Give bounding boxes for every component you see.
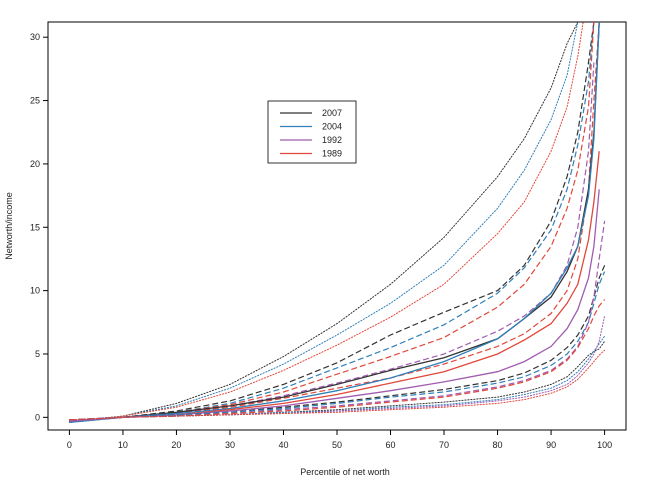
x-tick-label: 60	[386, 440, 396, 450]
x-tick-label: 40	[278, 440, 288, 450]
series-line-17	[68, 340, 606, 421]
series-line-16	[69, 299, 606, 421]
series-line-9	[69, 22, 600, 422]
plot-frame	[47, 21, 627, 431]
legend-label-2007: 2007	[322, 108, 342, 118]
x-axis-title: Percentile of net worth	[300, 467, 390, 477]
legend-box	[267, 100, 357, 164]
series-line-6	[69, 22, 595, 422]
series-line-7	[69, 62, 595, 422]
series-line-8	[69, 22, 600, 422]
series-line-4	[69, 22, 595, 422]
series-line-10	[69, 22, 600, 424]
legend: 2007 2004 1992 1989	[267, 100, 357, 164]
y-tick-label: 10	[30, 286, 40, 296]
series-line-3	[68, 22, 584, 423]
series-line-2	[68, 22, 579, 423]
legend-label-2004: 2004	[322, 122, 342, 132]
series-line-14	[69, 271, 606, 421]
legend-label-1989: 1989	[322, 149, 342, 159]
y-tick-label: 20	[30, 159, 40, 169]
y-tick-label: 15	[30, 222, 40, 232]
y-axis: 0 5 10 15 20 25 30	[30, 32, 48, 422]
series-line-11	[69, 151, 600, 422]
series-line-12	[69, 189, 600, 422]
x-tick-label: 70	[439, 440, 449, 450]
series-line-5	[69, 22, 595, 423]
x-tick-label: 10	[118, 440, 128, 450]
y-axis-title: Networth/income	[4, 192, 14, 260]
x-tick-label: 90	[546, 440, 556, 450]
y-tick-label: 0	[35, 412, 40, 422]
x-axis: 0 10 20 30 40 50 60 70 80 90 100	[67, 430, 612, 450]
x-tick-label: 0	[67, 440, 72, 450]
y-tick-label: 5	[35, 349, 40, 359]
series-layer	[68, 22, 606, 424]
x-tick-label: 20	[171, 440, 181, 450]
x-tick-label: 80	[493, 440, 503, 450]
x-tick-label: 50	[332, 440, 342, 450]
series-line-18	[68, 335, 606, 421]
series-line-20	[68, 349, 606, 421]
series-line-1	[68, 22, 579, 422]
series-line-13	[69, 265, 606, 421]
y-tick-label: 30	[30, 32, 40, 42]
y-tick-label: 25	[30, 96, 40, 106]
series-line-19	[68, 315, 606, 421]
x-tick-label: 30	[225, 440, 235, 450]
x-tick-label: 100	[597, 440, 612, 450]
legend-label-1992: 1992	[322, 135, 342, 145]
